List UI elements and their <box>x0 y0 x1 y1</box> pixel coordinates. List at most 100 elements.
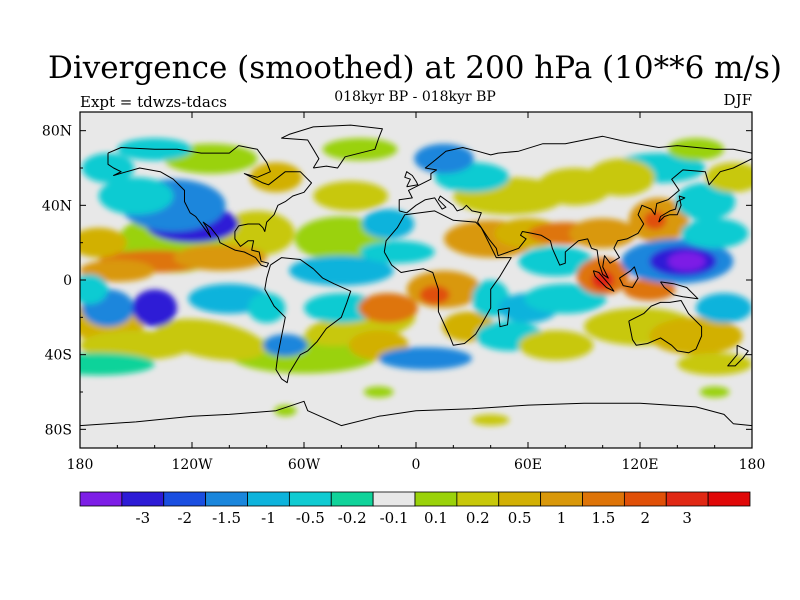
coastline <box>628 300 703 354</box>
colorbar-label: -1.5 <box>212 509 241 527</box>
colorbar-label: 0.5 <box>508 509 532 527</box>
colorbar-swatch <box>456 491 500 507</box>
colorbar-swatch <box>288 491 332 507</box>
colorbar-label: 0.2 <box>466 509 490 527</box>
season-label: DJF <box>723 91 752 109</box>
y-tick-label: 40S <box>45 348 72 364</box>
field-contour-blob <box>378 347 473 370</box>
colorbar-swatch <box>79 491 123 507</box>
colorbar-swatch <box>205 491 248 507</box>
colorbar-label: 3 <box>682 509 692 527</box>
field-contour-blob <box>361 209 415 239</box>
coastline <box>592 270 615 292</box>
field-contour-blob <box>132 289 178 327</box>
field-contour-blob <box>358 293 418 323</box>
x-tick-label: 0 <box>412 457 421 473</box>
colorbar-swatch <box>372 491 416 507</box>
y-tick-label: 80N <box>42 124 72 140</box>
field-contour-blob <box>247 293 286 323</box>
field-contour-blob <box>173 244 267 271</box>
colorbar-label: -2 <box>177 509 192 527</box>
field-contour-blob <box>569 218 637 249</box>
y-tick-label: 40N <box>42 198 72 214</box>
coastline <box>383 210 512 346</box>
colorbar-swatch <box>623 491 667 507</box>
field-contour-blob <box>675 182 736 221</box>
coastlines <box>80 124 752 427</box>
x-tick-label: 120E <box>622 457 659 473</box>
coastline <box>398 135 752 279</box>
field-contour-blob <box>518 330 594 361</box>
colorbar-swatch <box>330 491 374 507</box>
colorbar-swatch <box>707 491 751 507</box>
colorbar-swatch <box>163 491 207 507</box>
colorbar-swatch <box>582 491 625 507</box>
x-tick-label: 180 <box>739 457 766 473</box>
coastline <box>660 281 699 300</box>
colorbar-swatch <box>121 491 165 507</box>
colorbar: -3 -2 -1.5 -1 -0.5 -0.2 -0.1 0.1 0.2 0.5 1 1.5 2 3 <box>79 491 751 527</box>
coastline <box>497 307 510 328</box>
field-contour-blob <box>668 138 724 161</box>
colorbar-swatch <box>665 491 709 507</box>
field-contour-blob <box>668 252 706 271</box>
x-tick-label: 120W <box>171 457 213 473</box>
colorbar-label: 1.5 <box>592 509 616 527</box>
coastline <box>264 257 352 384</box>
colorbar-swatch <box>247 491 290 507</box>
field-contour-blob <box>80 227 127 258</box>
field-contour-blob <box>587 158 655 196</box>
colorbar-label: -1 <box>261 509 276 527</box>
field-contour-blob <box>289 255 394 286</box>
field-contour-blob <box>681 218 749 249</box>
coastline <box>107 145 312 268</box>
chart-title: Divergence (smoothed) at 200 hPa (10**6 … <box>48 50 782 86</box>
field-contour-blob <box>80 259 155 282</box>
field-contour-blob <box>322 138 398 161</box>
field-contour-blob <box>699 386 730 398</box>
coastline <box>281 124 383 169</box>
colorbar-swatch <box>498 491 542 507</box>
colorbar-label: 2 <box>641 509 651 527</box>
field-contour-blob <box>80 352 155 376</box>
colorbar-label: 0.1 <box>424 509 448 527</box>
colorbar-label: -0.1 <box>380 509 409 527</box>
field-contour-blob <box>262 334 308 357</box>
field-contour-blob <box>249 162 303 193</box>
field-contour-blob <box>623 278 676 301</box>
field-contour-blob <box>696 293 752 323</box>
field-contour-blob <box>81 153 135 183</box>
x-tick-label: 60E <box>514 457 542 473</box>
experiment-label: Expt = tdwzs-tdacs <box>80 93 227 111</box>
colorbar-label: -0.5 <box>296 509 325 527</box>
field-contour-blob <box>360 240 435 264</box>
field-contour-blob <box>363 386 394 398</box>
field-contour-blob <box>643 210 667 230</box>
y-tick-label: 80S <box>45 422 72 438</box>
chart-subtitle: 018kyr BP - 018kyr BP <box>334 89 496 105</box>
colorbar-swatch <box>540 491 583 507</box>
field-contour-blob <box>419 285 450 305</box>
field-contour-blob <box>414 143 474 174</box>
field-contour-blob <box>591 270 614 290</box>
colorbar-swatch <box>414 491 458 507</box>
field-contour-blob <box>80 330 192 361</box>
field-contour-blob <box>472 414 510 426</box>
colorbar-label: -0.2 <box>338 509 367 527</box>
field-contour-blob <box>518 246 594 277</box>
coastline <box>619 266 639 288</box>
field-contour-blob <box>80 274 108 305</box>
coastline <box>658 195 686 223</box>
divergence-field <box>80 138 752 426</box>
field-contour-blob <box>313 181 388 211</box>
colorbar-label: 1 <box>557 509 567 527</box>
field-contour-blob <box>524 283 607 314</box>
field-contour-blob <box>705 162 752 193</box>
coastline <box>404 171 419 188</box>
coastline <box>80 400 752 427</box>
field-contour-blob <box>677 352 752 376</box>
x-tick-label: 60W <box>288 457 321 473</box>
field-contour-blob <box>98 177 174 215</box>
y-tick-label: 0 <box>63 273 72 289</box>
